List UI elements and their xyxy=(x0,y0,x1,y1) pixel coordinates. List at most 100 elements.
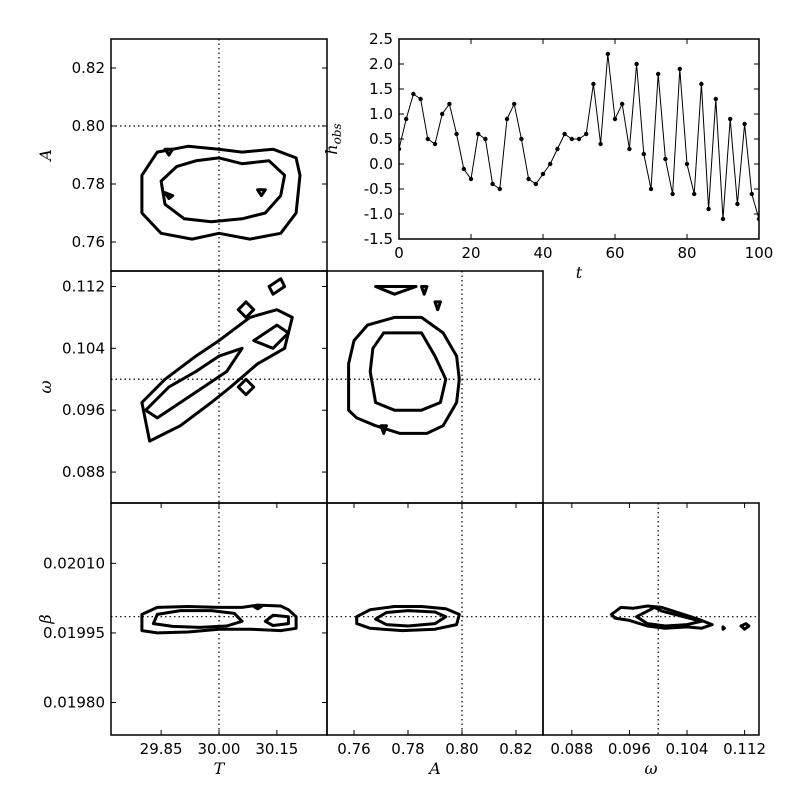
x-tick-label: 0.76 xyxy=(337,740,370,758)
contour-line xyxy=(355,605,461,633)
data-point xyxy=(526,176,531,182)
data-point xyxy=(404,116,409,122)
panel-T_beta: 29.85 30.00 30.15 0.01980 0.01995 0.02010 Tβ xyxy=(36,502,328,778)
x-tick-label: 60 xyxy=(605,244,624,262)
plot-area-A_omega xyxy=(327,271,543,503)
panel-T_A: 0.76 0.78 0.80 0.82 A xyxy=(36,38,328,272)
contour-line xyxy=(140,144,302,241)
x-axis-label: t xyxy=(576,263,583,282)
plot-area-omega_beta xyxy=(543,503,759,735)
contour-line xyxy=(252,605,263,611)
data-point xyxy=(504,116,510,122)
data-point xyxy=(548,161,553,167)
contour-line xyxy=(151,609,244,629)
data-point xyxy=(440,111,445,117)
y-axis-label: A xyxy=(36,149,55,163)
data-point xyxy=(447,101,452,107)
contour-line xyxy=(263,613,290,627)
contour-line xyxy=(374,285,418,296)
contour-line xyxy=(609,604,714,630)
data-point xyxy=(684,161,690,167)
y-axis-label: ω xyxy=(36,380,55,393)
y-tick-label: 2.5 xyxy=(369,30,393,48)
data-point xyxy=(411,91,416,97)
x-tick-label: 0.78 xyxy=(391,740,424,758)
contour-line xyxy=(144,346,244,420)
data-point xyxy=(692,191,697,197)
x-tick-label: 30.00 xyxy=(198,740,241,758)
panel-timeseries: 0 20 40 60 80 100 -1.5 -1.0 -0.5 0.0 0.5 1.0 1.5 2.0 2… xyxy=(322,30,773,282)
y-axis-label: hobs xyxy=(322,123,344,154)
y-tick-label: 0.80 xyxy=(72,117,105,135)
data-point xyxy=(656,71,661,77)
data-point xyxy=(591,81,596,87)
data-point xyxy=(677,66,682,72)
contour-line xyxy=(739,622,751,631)
data-point xyxy=(598,141,603,147)
y-tick-label: 0.82 xyxy=(72,59,105,77)
plot-area-T_beta xyxy=(111,503,327,735)
contour-line xyxy=(163,191,175,200)
data-point xyxy=(641,151,646,157)
contour-line xyxy=(374,609,448,628)
data-point xyxy=(720,216,726,222)
x-tick-label: 100 xyxy=(745,244,774,262)
data-point xyxy=(634,61,639,67)
y-tick-label: 0.096 xyxy=(62,401,105,419)
data-point xyxy=(612,116,618,122)
x-axis-label: ω xyxy=(644,759,657,778)
data-point xyxy=(555,146,560,152)
data-point xyxy=(562,131,567,137)
data-point xyxy=(569,136,574,142)
y-tick-label: 0.088 xyxy=(62,463,105,481)
data-point xyxy=(468,176,474,182)
series-line xyxy=(399,53,759,220)
contour-line xyxy=(159,156,287,224)
panel-A_omega xyxy=(326,270,544,504)
data-point xyxy=(533,181,538,187)
contour-line xyxy=(256,188,267,198)
contour-line xyxy=(140,603,298,635)
y-tick-label: 2.0 xyxy=(369,55,393,73)
y-tick-label: 0.02010 xyxy=(43,554,105,572)
data-point xyxy=(454,131,459,137)
data-point xyxy=(749,191,754,197)
y-axis-label-subscript: obs xyxy=(330,123,344,144)
data-point xyxy=(620,101,625,107)
data-point xyxy=(670,191,675,197)
y-tick-label: 0.01980 xyxy=(43,694,105,712)
contour-line xyxy=(252,323,290,350)
y-tick-label: 0.112 xyxy=(62,277,105,295)
data-point xyxy=(663,156,668,162)
y-tick-label: -1.0 xyxy=(364,205,393,223)
data-point xyxy=(735,201,740,207)
y-tick-label: 0.01995 xyxy=(43,624,105,642)
y-axis-label: β xyxy=(36,614,55,624)
x-tick-label: 0.088 xyxy=(550,740,593,758)
y-tick-label: 0.0 xyxy=(369,155,393,173)
data-point xyxy=(461,166,466,172)
data-point xyxy=(699,81,704,87)
plot-area-T_omega xyxy=(111,271,327,503)
x-tick-label: 40 xyxy=(533,244,552,262)
axes-frame xyxy=(326,502,544,736)
x-tick-label: 30.15 xyxy=(255,740,298,758)
x-tick-label: 0.096 xyxy=(608,740,651,758)
data-point xyxy=(706,206,711,212)
contour-line xyxy=(140,308,294,443)
contour-line xyxy=(721,625,726,631)
data-point xyxy=(418,96,423,102)
x-tick-label: 0 xyxy=(394,244,404,262)
panel-omega_beta: 0.088 0.096 0.104 0.112 ω xyxy=(542,502,766,778)
plot-area-timeseries xyxy=(399,51,759,222)
contour-line xyxy=(236,377,256,397)
contour-line xyxy=(420,285,429,296)
data-point xyxy=(512,101,517,107)
data-point xyxy=(713,96,718,102)
axes-frame xyxy=(542,502,760,736)
y-tick-label: 0.76 xyxy=(72,233,105,251)
contour-line xyxy=(368,331,448,412)
contour-line xyxy=(267,277,287,296)
x-tick-label: 29.85 xyxy=(140,740,183,758)
